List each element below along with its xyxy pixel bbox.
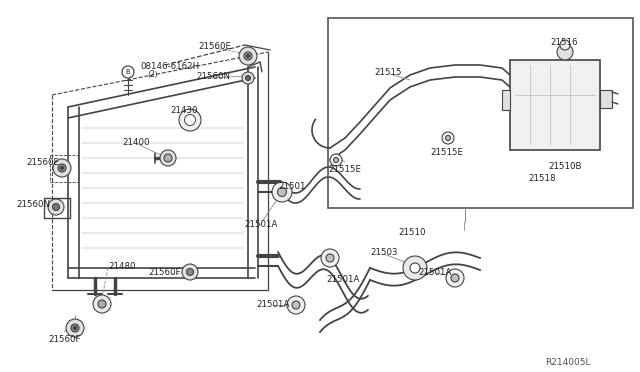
Circle shape	[164, 154, 172, 162]
Circle shape	[184, 115, 195, 125]
Text: 21501A: 21501A	[256, 300, 289, 309]
Text: 21400: 21400	[122, 138, 150, 147]
Circle shape	[557, 44, 573, 60]
Text: 21501A: 21501A	[326, 275, 360, 284]
Circle shape	[403, 256, 427, 280]
Text: 21503: 21503	[370, 248, 397, 257]
Circle shape	[446, 269, 464, 287]
Circle shape	[66, 319, 84, 337]
Circle shape	[246, 76, 250, 80]
Text: 21510: 21510	[398, 228, 426, 237]
Circle shape	[333, 157, 339, 163]
Text: 21560E: 21560E	[26, 158, 59, 167]
Circle shape	[287, 296, 305, 314]
Bar	[510, 60, 600, 150]
Circle shape	[71, 324, 79, 332]
Circle shape	[321, 249, 339, 267]
Circle shape	[93, 295, 111, 313]
Circle shape	[98, 300, 106, 308]
Text: 21560N: 21560N	[16, 200, 50, 209]
Circle shape	[48, 199, 64, 215]
Circle shape	[122, 66, 134, 78]
Text: 21501A: 21501A	[244, 220, 277, 229]
Text: 08146-6162H: 08146-6162H	[140, 62, 199, 71]
Circle shape	[160, 150, 176, 166]
Bar	[600, 90, 612, 108]
Text: ⟨2⟩: ⟨2⟩	[147, 70, 157, 79]
Circle shape	[186, 269, 193, 276]
Circle shape	[442, 132, 454, 144]
Text: R214005L: R214005L	[545, 358, 591, 367]
Circle shape	[560, 40, 570, 50]
Circle shape	[52, 203, 60, 211]
Text: 21560E: 21560E	[198, 42, 231, 51]
Text: 21560N: 21560N	[196, 72, 230, 81]
Circle shape	[326, 254, 334, 262]
Circle shape	[74, 327, 77, 330]
Circle shape	[239, 47, 257, 65]
Text: 21515E: 21515E	[328, 165, 361, 174]
Circle shape	[179, 109, 201, 131]
Bar	[328, 18, 633, 208]
Text: 21515: 21515	[374, 68, 401, 77]
Circle shape	[182, 264, 198, 280]
Text: B: B	[125, 69, 131, 75]
Text: 21430: 21430	[170, 106, 198, 115]
Text: 21510B: 21510B	[548, 162, 582, 171]
Circle shape	[445, 135, 451, 141]
Circle shape	[292, 301, 300, 309]
Circle shape	[330, 154, 342, 166]
Text: 21560F: 21560F	[148, 268, 180, 277]
Text: 21518: 21518	[528, 174, 556, 183]
Text: 21501: 21501	[278, 182, 305, 191]
Text: 21515E: 21515E	[430, 148, 463, 157]
Text: 21501A: 21501A	[418, 268, 451, 277]
Text: 21480: 21480	[108, 262, 136, 271]
Text: 21516: 21516	[550, 38, 577, 47]
Circle shape	[61, 167, 63, 170]
Bar	[502, 90, 510, 110]
Circle shape	[451, 274, 459, 282]
Circle shape	[410, 263, 420, 273]
Circle shape	[244, 52, 252, 60]
Circle shape	[53, 159, 71, 177]
Circle shape	[278, 187, 287, 196]
Circle shape	[272, 182, 292, 202]
Text: 21560F: 21560F	[48, 335, 81, 344]
Circle shape	[242, 72, 254, 84]
Circle shape	[58, 164, 66, 172]
Circle shape	[246, 55, 250, 58]
